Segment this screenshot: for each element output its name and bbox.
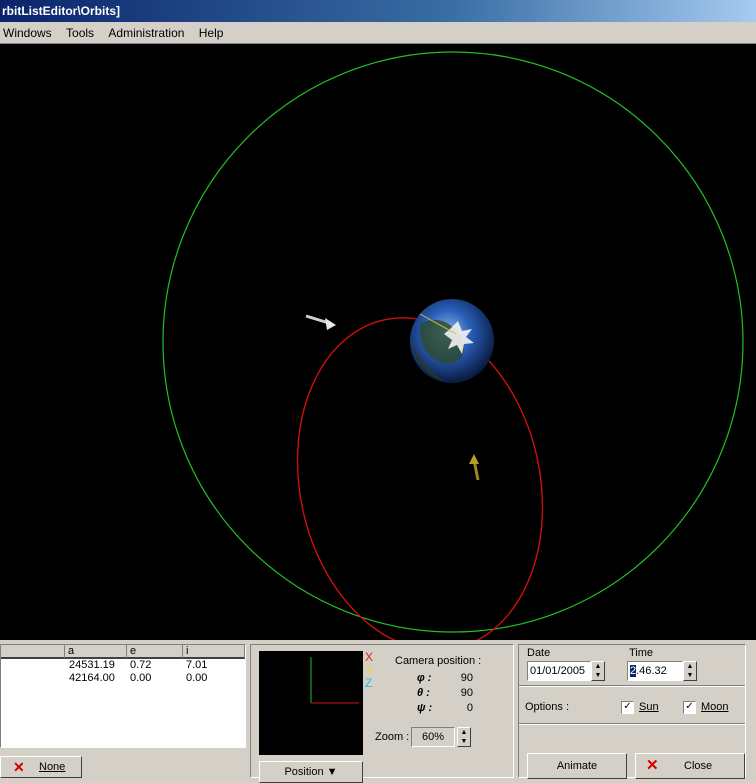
psi-value: 0	[466, 702, 473, 714]
control-panel: a e i 24531.19 0.72 7.01 42164.00 0.00 0…	[0, 640, 756, 783]
sun-checkbox[interactable]: ✓	[621, 701, 634, 714]
spin-down-icon[interactable]: ▼	[460, 738, 468, 745]
menu-administration[interactable]: Administration	[108, 26, 185, 40]
time-label: Time	[629, 647, 654, 659]
table-cell[interactable]: 7.01	[186, 659, 208, 671]
options-label: Options :	[525, 701, 570, 713]
zoom-spinner[interactable]: ▲ ▼	[457, 727, 471, 747]
theta-label: θ :	[417, 687, 430, 699]
date-spinner[interactable]: ▲ ▼	[591, 661, 605, 681]
date-field[interactable]: 01/01/2005	[527, 661, 591, 681]
table-cell[interactable]: 0.00	[186, 672, 208, 684]
camera-position-title: Camera position :	[395, 655, 482, 667]
menu-windows[interactable]: Windows	[3, 26, 52, 40]
moon-direction-arrow-icon	[469, 454, 480, 481]
geo-orbit	[162, 51, 744, 633]
phi-value: 90	[460, 672, 473, 684]
column-header-blank[interactable]	[1, 645, 65, 659]
table-cell[interactable]: 0.00	[130, 672, 152, 684]
separator	[519, 685, 745, 687]
title-bar: rbitListEditor\Orbits]	[0, 0, 756, 22]
table-cell[interactable]: 0.72	[130, 659, 152, 671]
none-button-label: None	[39, 761, 66, 773]
column-header-i[interactable]: i	[183, 645, 245, 659]
table-cell[interactable]: 42164.00	[69, 672, 115, 684]
menu-bar: Windows Tools Administration Help	[0, 22, 756, 44]
axis-x-label: X	[365, 650, 374, 664]
animate-button[interactable]: Animate	[527, 753, 627, 779]
position-button-label: Position	[284, 766, 324, 778]
theta-value: 90	[460, 687, 473, 699]
moon-checkbox[interactable]: ✓	[683, 701, 696, 714]
time-field[interactable]: 2.46.32	[627, 661, 683, 681]
spin-up-icon[interactable]: ▲	[460, 729, 468, 736]
menu-tools[interactable]: Tools	[66, 26, 95, 40]
phi-label: φ :	[417, 672, 432, 684]
table-cell[interactable]: 24531.19	[69, 659, 115, 671]
column-header-e[interactable]: e	[127, 645, 183, 659]
axis-preview: X Y Z	[259, 651, 373, 755]
zoom-label: Zoom :	[375, 731, 410, 743]
moon-label[interactable]: Moon	[701, 701, 729, 713]
red-x-icon: ✕	[13, 759, 25, 775]
earth-icon	[410, 299, 494, 383]
orbits-table: a e i 24531.19 0.72 7.01 42164.00 0.00 0…	[0, 644, 246, 748]
spin-up-icon[interactable]: ▲	[686, 663, 694, 670]
column-header-a[interactable]: a	[65, 645, 127, 659]
spin-down-icon[interactable]: ▼	[686, 672, 694, 679]
menu-help[interactable]: Help	[198, 26, 224, 40]
sun-direction-arrow-icon	[305, 314, 336, 330]
camera-panel: X Y Z Camera position : φ : 90 θ : 90 ψ …	[250, 644, 514, 783]
separator	[519, 723, 745, 725]
time-rest: .46.32	[636, 665, 667, 677]
zoom-field[interactable]: 60%	[411, 727, 455, 747]
datetime-panel: Date 01/01/2005 ▲ ▼ Time 2.46.32 ▲ ▼ Opt…	[518, 644, 746, 779]
spin-up-icon[interactable]: ▲	[594, 663, 602, 670]
chevron-down-icon: ▼	[326, 766, 338, 778]
sun-label[interactable]: Sun	[639, 701, 659, 713]
close-icon: ✕	[646, 757, 659, 774]
elliptical-orbit	[296, 317, 544, 640]
animate-button-label: Animate	[556, 760, 598, 772]
close-button[interactable]: ✕ Close	[635, 753, 745, 779]
close-button-label: Close	[684, 760, 713, 772]
psi-label: ψ :	[417, 702, 433, 714]
position-button[interactable]: Position ▼	[259, 761, 363, 783]
orbit-3d-view[interactable]	[0, 44, 756, 640]
time-spinner[interactable]: ▲ ▼	[683, 661, 697, 681]
none-button[interactable]: ✕ None	[0, 756, 82, 778]
axis-z-label: Z	[365, 676, 373, 690]
spin-down-icon[interactable]: ▼	[594, 672, 602, 679]
axis-y-label: Y	[365, 663, 374, 677]
date-label: Date	[527, 647, 551, 659]
time-cursor-digit: 2	[630, 665, 637, 677]
window-title: rbitListEditor\Orbits]	[2, 4, 120, 18]
